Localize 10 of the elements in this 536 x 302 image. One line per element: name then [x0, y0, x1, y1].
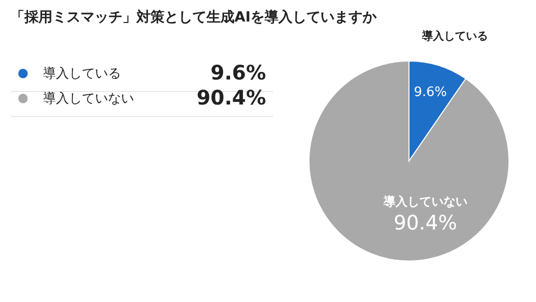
slice-label: 導入している — [421, 30, 488, 43]
data-label: 9.6% — [414, 85, 447, 100]
legend-label: 導入している — [43, 66, 121, 82]
slice-label: 導入していない — [382, 194, 468, 209]
text: 9.6% — [210, 60, 266, 84]
legend-label: 導入していない — [43, 92, 134, 106]
pie-slice — [308, 60, 510, 262]
data-label: 90.4% — [196, 86, 266, 110]
chart-title: 「採用ミスマッチ」対策として生成AIを導入していますか — [10, 8, 378, 26]
text: 90.4% — [394, 210, 458, 235]
